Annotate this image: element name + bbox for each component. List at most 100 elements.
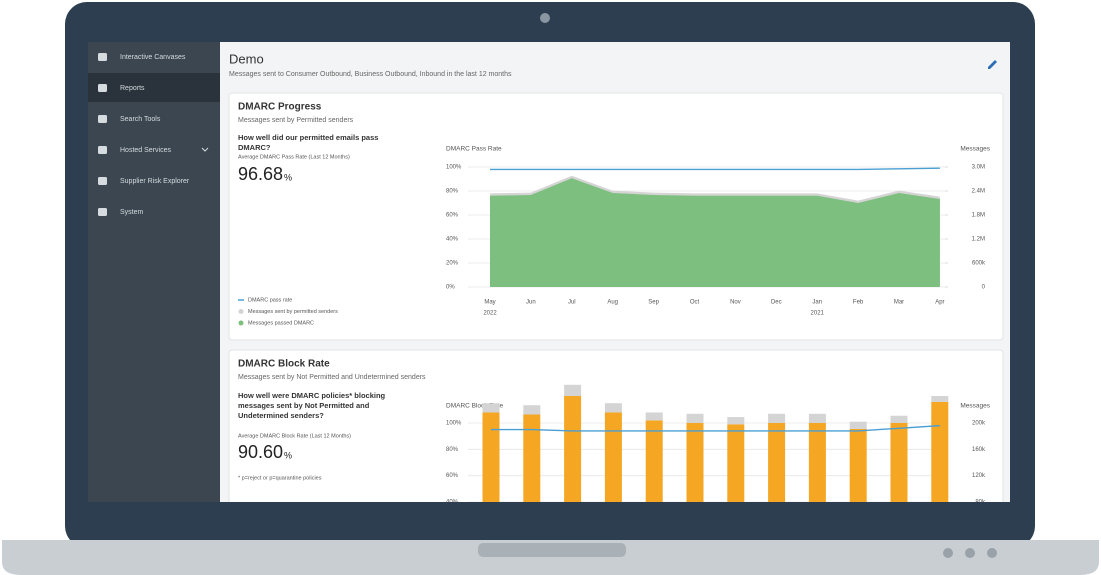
bar bbox=[564, 384, 582, 397]
x-year-label: 2021 bbox=[811, 311, 825, 317]
page-subtitle: Messages sent to Consumer Outbound, Busi… bbox=[229, 71, 512, 78]
y2-tick-label: 200k bbox=[972, 421, 986, 427]
bar bbox=[931, 401, 949, 502]
bar bbox=[604, 403, 622, 413]
panel-title: DMARC Progress bbox=[238, 102, 322, 113]
nav-icon bbox=[98, 53, 107, 61]
legend-label: Messages passed DMARC bbox=[248, 320, 314, 326]
y2-tick-label: 3.0M bbox=[972, 165, 985, 171]
x-tick-label: Jun bbox=[526, 300, 536, 306]
x-year-label: 2022 bbox=[483, 311, 497, 317]
x-tick-label: Jan bbox=[812, 300, 822, 306]
bar bbox=[686, 423, 704, 502]
y-tick-label: 80% bbox=[446, 447, 459, 453]
nav-item[interactable]: Supplier Risk Explorer bbox=[120, 178, 190, 185]
y2-tick-label: 80k bbox=[975, 500, 986, 506]
indicator bbox=[965, 548, 975, 558]
indicator bbox=[943, 548, 953, 558]
bar bbox=[768, 413, 786, 423]
panel-subtitle: Messages sent by Permitted senders bbox=[238, 117, 354, 124]
bar bbox=[890, 415, 908, 423]
nav-item[interactable]: Reports bbox=[120, 85, 145, 92]
x-tick-label: May bbox=[484, 300, 495, 306]
screen: Demo Messages sent to Consumer Outbound,… bbox=[88, 42, 1010, 506]
bar bbox=[727, 424, 745, 502]
page-title: Demo bbox=[229, 51, 264, 66]
bar bbox=[849, 421, 867, 429]
y2-axis-label: Messages bbox=[960, 146, 990, 153]
y-tick-label: 60% bbox=[446, 213, 459, 219]
rate-line bbox=[491, 424, 940, 432]
y-tick-label: 80% bbox=[446, 189, 459, 195]
bar bbox=[645, 420, 663, 502]
nav-icon bbox=[98, 146, 107, 154]
bar bbox=[890, 423, 908, 502]
bar bbox=[645, 412, 663, 421]
metric-unit: % bbox=[284, 172, 292, 182]
x-tick-label: Apr bbox=[935, 300, 944, 306]
y-tick-label: 40% bbox=[446, 500, 459, 506]
trackpad-notch bbox=[478, 543, 626, 557]
bar bbox=[808, 413, 826, 423]
footnote: * p=reject or p=quarantine policies bbox=[238, 475, 322, 481]
bar bbox=[482, 403, 500, 413]
y2-tick-label: 1.2M bbox=[972, 237, 985, 243]
y2-axis-label: Messages bbox=[960, 403, 990, 410]
panel-title: DMARC Block Rate bbox=[238, 359, 330, 370]
bar bbox=[727, 417, 745, 425]
camera bbox=[540, 13, 550, 23]
y-axis-label: DMARC Block Rate bbox=[446, 403, 503, 410]
legend-label: Messages sent by permitted senders bbox=[248, 309, 338, 315]
metric-label: Average DMARC Block Rate (Last 12 Months… bbox=[238, 433, 351, 439]
nav-item[interactable]: System bbox=[120, 209, 144, 216]
y-tick-label: 100% bbox=[446, 165, 462, 171]
bar bbox=[523, 414, 541, 502]
nav-icon bbox=[98, 208, 107, 216]
y2-tick-label: 120k bbox=[972, 473, 986, 479]
laptop-base bbox=[2, 540, 1099, 575]
nav-icon bbox=[98, 177, 107, 185]
bar bbox=[768, 423, 786, 502]
x-tick-label: Feb bbox=[853, 300, 864, 306]
metric-label: Average DMARC Pass Rate (Last 12 Months) bbox=[238, 154, 350, 160]
bar bbox=[564, 396, 582, 502]
nav-item[interactable]: Search Tools bbox=[120, 116, 161, 123]
x-tick-label: Aug bbox=[607, 300, 618, 306]
y2-tick-label: 600k bbox=[972, 261, 986, 267]
legend-swatch bbox=[238, 320, 244, 326]
sidebar bbox=[88, 42, 220, 502]
y-tick-label: 20% bbox=[446, 261, 459, 267]
edit-icon[interactable] bbox=[988, 60, 997, 69]
bar bbox=[604, 412, 622, 502]
y2-tick-label: 2.4M bbox=[972, 189, 985, 195]
y2-tick-label: 0 bbox=[982, 285, 986, 291]
nav-item[interactable]: Hosted Services bbox=[120, 147, 171, 154]
y-tick-label: 40% bbox=[446, 237, 459, 243]
bar bbox=[849, 428, 867, 502]
x-tick-label: Dec bbox=[771, 300, 782, 306]
x-tick-label: Mar bbox=[894, 300, 904, 306]
metric-unit: % bbox=[284, 450, 292, 460]
chevron bbox=[201, 147, 209, 152]
message-area bbox=[490, 178, 940, 287]
y2-tick-label: 160k bbox=[972, 447, 986, 453]
question: How well were DMARC policies* blocking m… bbox=[238, 391, 387, 420]
rate-line bbox=[490, 167, 940, 171]
x-tick-label: Oct bbox=[690, 300, 700, 306]
x-tick-label: Jul bbox=[568, 300, 576, 306]
nav-icon bbox=[98, 84, 107, 92]
indicator bbox=[987, 548, 997, 558]
panel-subtitle: Messages sent by Not Permitted and Undet… bbox=[238, 374, 426, 381]
bar bbox=[808, 423, 826, 502]
legend-swatch bbox=[238, 309, 244, 314]
y2-tick-label: 1.8M bbox=[972, 213, 985, 219]
nav-icon bbox=[98, 115, 107, 123]
bar bbox=[931, 396, 949, 402]
question: How well did our permitted emails pass D… bbox=[238, 133, 381, 152]
y-tick-label: 100% bbox=[446, 421, 462, 427]
nav-item[interactable]: Interactive Canvases bbox=[120, 54, 186, 61]
metric-value: 96.68 bbox=[238, 164, 283, 184]
sidebar-active bbox=[88, 73, 220, 102]
bar bbox=[686, 413, 704, 423]
